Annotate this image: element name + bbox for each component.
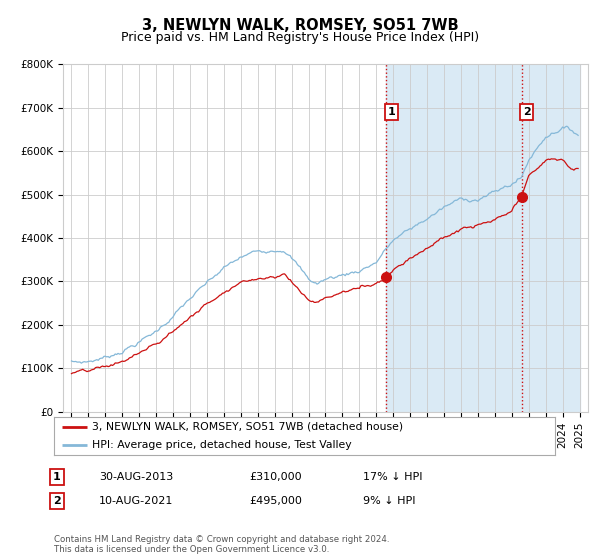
- Text: Price paid vs. HM Land Registry's House Price Index (HPI): Price paid vs. HM Land Registry's House …: [121, 31, 479, 44]
- Bar: [386, 64, 580, 412]
- Text: £495,000: £495,000: [249, 496, 302, 506]
- Text: 17% ↓ HPI: 17% ↓ HPI: [363, 472, 422, 482]
- Text: HPI: Average price, detached house, Test Valley: HPI: Average price, detached house, Test…: [92, 440, 351, 450]
- Text: 3, NEWLYN WALK, ROMSEY, SO51 7WB (detached house): 3, NEWLYN WALK, ROMSEY, SO51 7WB (detach…: [92, 422, 403, 432]
- Text: 1: 1: [53, 472, 61, 482]
- Text: 2: 2: [53, 496, 61, 506]
- Text: 10-AUG-2021: 10-AUG-2021: [99, 496, 173, 506]
- Text: 1: 1: [388, 107, 395, 117]
- Text: 30-AUG-2013: 30-AUG-2013: [99, 472, 173, 482]
- Text: 9% ↓ HPI: 9% ↓ HPI: [363, 496, 415, 506]
- Text: Contains HM Land Registry data © Crown copyright and database right 2024.
This d: Contains HM Land Registry data © Crown c…: [54, 535, 389, 554]
- Text: 2: 2: [523, 107, 530, 117]
- Text: 3, NEWLYN WALK, ROMSEY, SO51 7WB: 3, NEWLYN WALK, ROMSEY, SO51 7WB: [142, 18, 458, 33]
- Text: £310,000: £310,000: [249, 472, 302, 482]
